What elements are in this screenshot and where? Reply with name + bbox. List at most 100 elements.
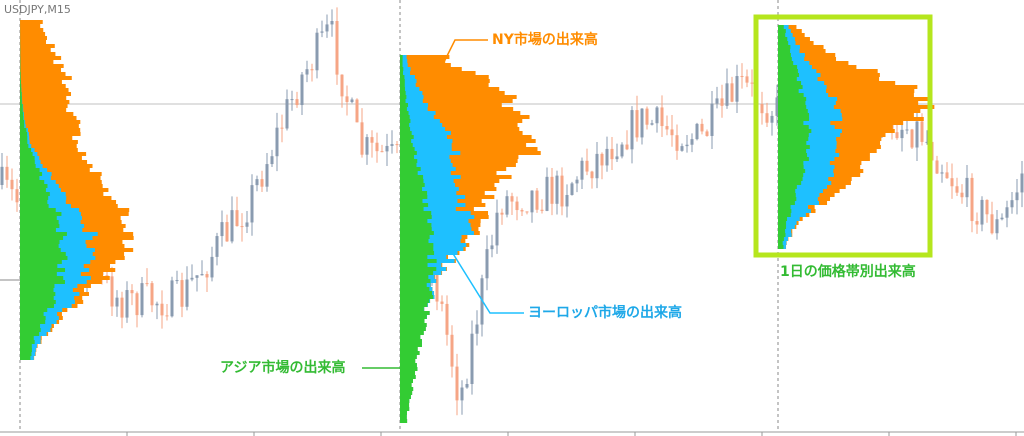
candle-body [920, 121, 924, 142]
profile-asia [778, 109, 808, 113]
candle-body [270, 156, 274, 165]
profile-asia [400, 311, 430, 315]
profile-asia [400, 227, 432, 231]
profile-asia [778, 85, 803, 89]
candle-body [980, 199, 984, 225]
profile-asia [400, 351, 420, 355]
candle-body [265, 164, 269, 187]
profile-asia [400, 347, 418, 351]
candle-body [475, 324, 479, 334]
candle-body [600, 153, 604, 166]
profile-asia [400, 391, 413, 395]
candle-body [650, 123, 654, 125]
candle-body [730, 83, 734, 102]
profile-asia [20, 220, 59, 224]
profile-asia [400, 379, 414, 383]
profile-ny [20, 88, 69, 92]
profile-asia [778, 225, 787, 229]
ny-annotation: NY市場の出来高 [492, 31, 598, 48]
profile-ny [20, 84, 66, 88]
profile-asia [20, 84, 22, 88]
candle-body [470, 333, 474, 385]
profile-asia [400, 171, 418, 175]
profile-asia [778, 137, 809, 141]
profile-asia [20, 124, 25, 128]
profile-europe [400, 83, 416, 87]
profile-asia [20, 156, 35, 160]
candle-body [380, 151, 384, 153]
profile-ny [20, 24, 41, 28]
profile-europe [778, 97, 838, 101]
profile-asia [400, 399, 410, 403]
profile-asia [20, 104, 23, 108]
candle-body [675, 135, 679, 151]
profile-asia [20, 284, 55, 288]
profile-asia [400, 155, 415, 159]
profile-ny [20, 132, 81, 136]
candle-body [540, 209, 544, 211]
candle-body [200, 274, 204, 276]
profile-europe [778, 173, 834, 177]
profile-europe [400, 139, 453, 143]
profile-europe [400, 227, 472, 231]
profile-europe [400, 67, 411, 71]
profile-ny [778, 49, 826, 53]
profile-asia [400, 259, 437, 263]
profile-ny [400, 79, 490, 83]
profile-asia [778, 69, 798, 73]
candle-body [160, 303, 164, 316]
profile-asia [20, 356, 31, 360]
candle-body [945, 172, 949, 179]
profile-ny [20, 184, 103, 188]
profile-asia [400, 271, 434, 275]
profile-ny [400, 87, 500, 91]
profile-asia [20, 232, 67, 236]
profile-asia [400, 359, 416, 363]
profile-asia [20, 292, 56, 296]
profile-asia [20, 260, 62, 264]
profile-asia [20, 168, 40, 172]
candle-body [995, 219, 999, 234]
candle-body [190, 277, 194, 280]
candle-body [620, 144, 624, 157]
profile-asia [400, 139, 412, 143]
profile-ny [778, 73, 880, 77]
profile-ny [778, 93, 914, 97]
candle-body [435, 269, 439, 302]
profile-europe [400, 63, 408, 67]
candle-body [325, 24, 329, 32]
profile-asia [20, 188, 46, 192]
candle-body [140, 283, 144, 316]
profile-europe [400, 183, 456, 187]
profile-asia [20, 76, 21, 80]
profile-ny [20, 140, 78, 144]
profile-asia [778, 121, 804, 125]
profile-ny [20, 160, 88, 164]
profile-asia [400, 123, 410, 127]
profile-asia [400, 219, 428, 223]
europe-pointer [451, 251, 524, 314]
profile-asia [778, 201, 795, 205]
profile-europe [778, 209, 811, 213]
profile-asia [20, 264, 58, 268]
profile-ny [20, 68, 62, 72]
candle-body [285, 99, 289, 129]
profile-europe [778, 165, 835, 169]
profile-europe [400, 119, 440, 123]
profile-asia [400, 275, 429, 279]
profile-europe [400, 199, 458, 203]
profile-europe [400, 223, 471, 227]
profile-ny [778, 125, 893, 129]
daily-annotation: 1日の価格帯別出来高 [780, 263, 916, 280]
candle-body [255, 179, 259, 186]
profile-ny [400, 91, 505, 95]
profile-asia [400, 363, 417, 367]
profile-asia [400, 183, 425, 187]
candle-body [320, 31, 324, 33]
profile-europe [778, 189, 823, 193]
profile-ny [400, 163, 516, 167]
profile-asia [400, 107, 407, 111]
profile-asia [20, 212, 62, 216]
candle-body [740, 76, 744, 78]
profile-ny [20, 176, 101, 180]
